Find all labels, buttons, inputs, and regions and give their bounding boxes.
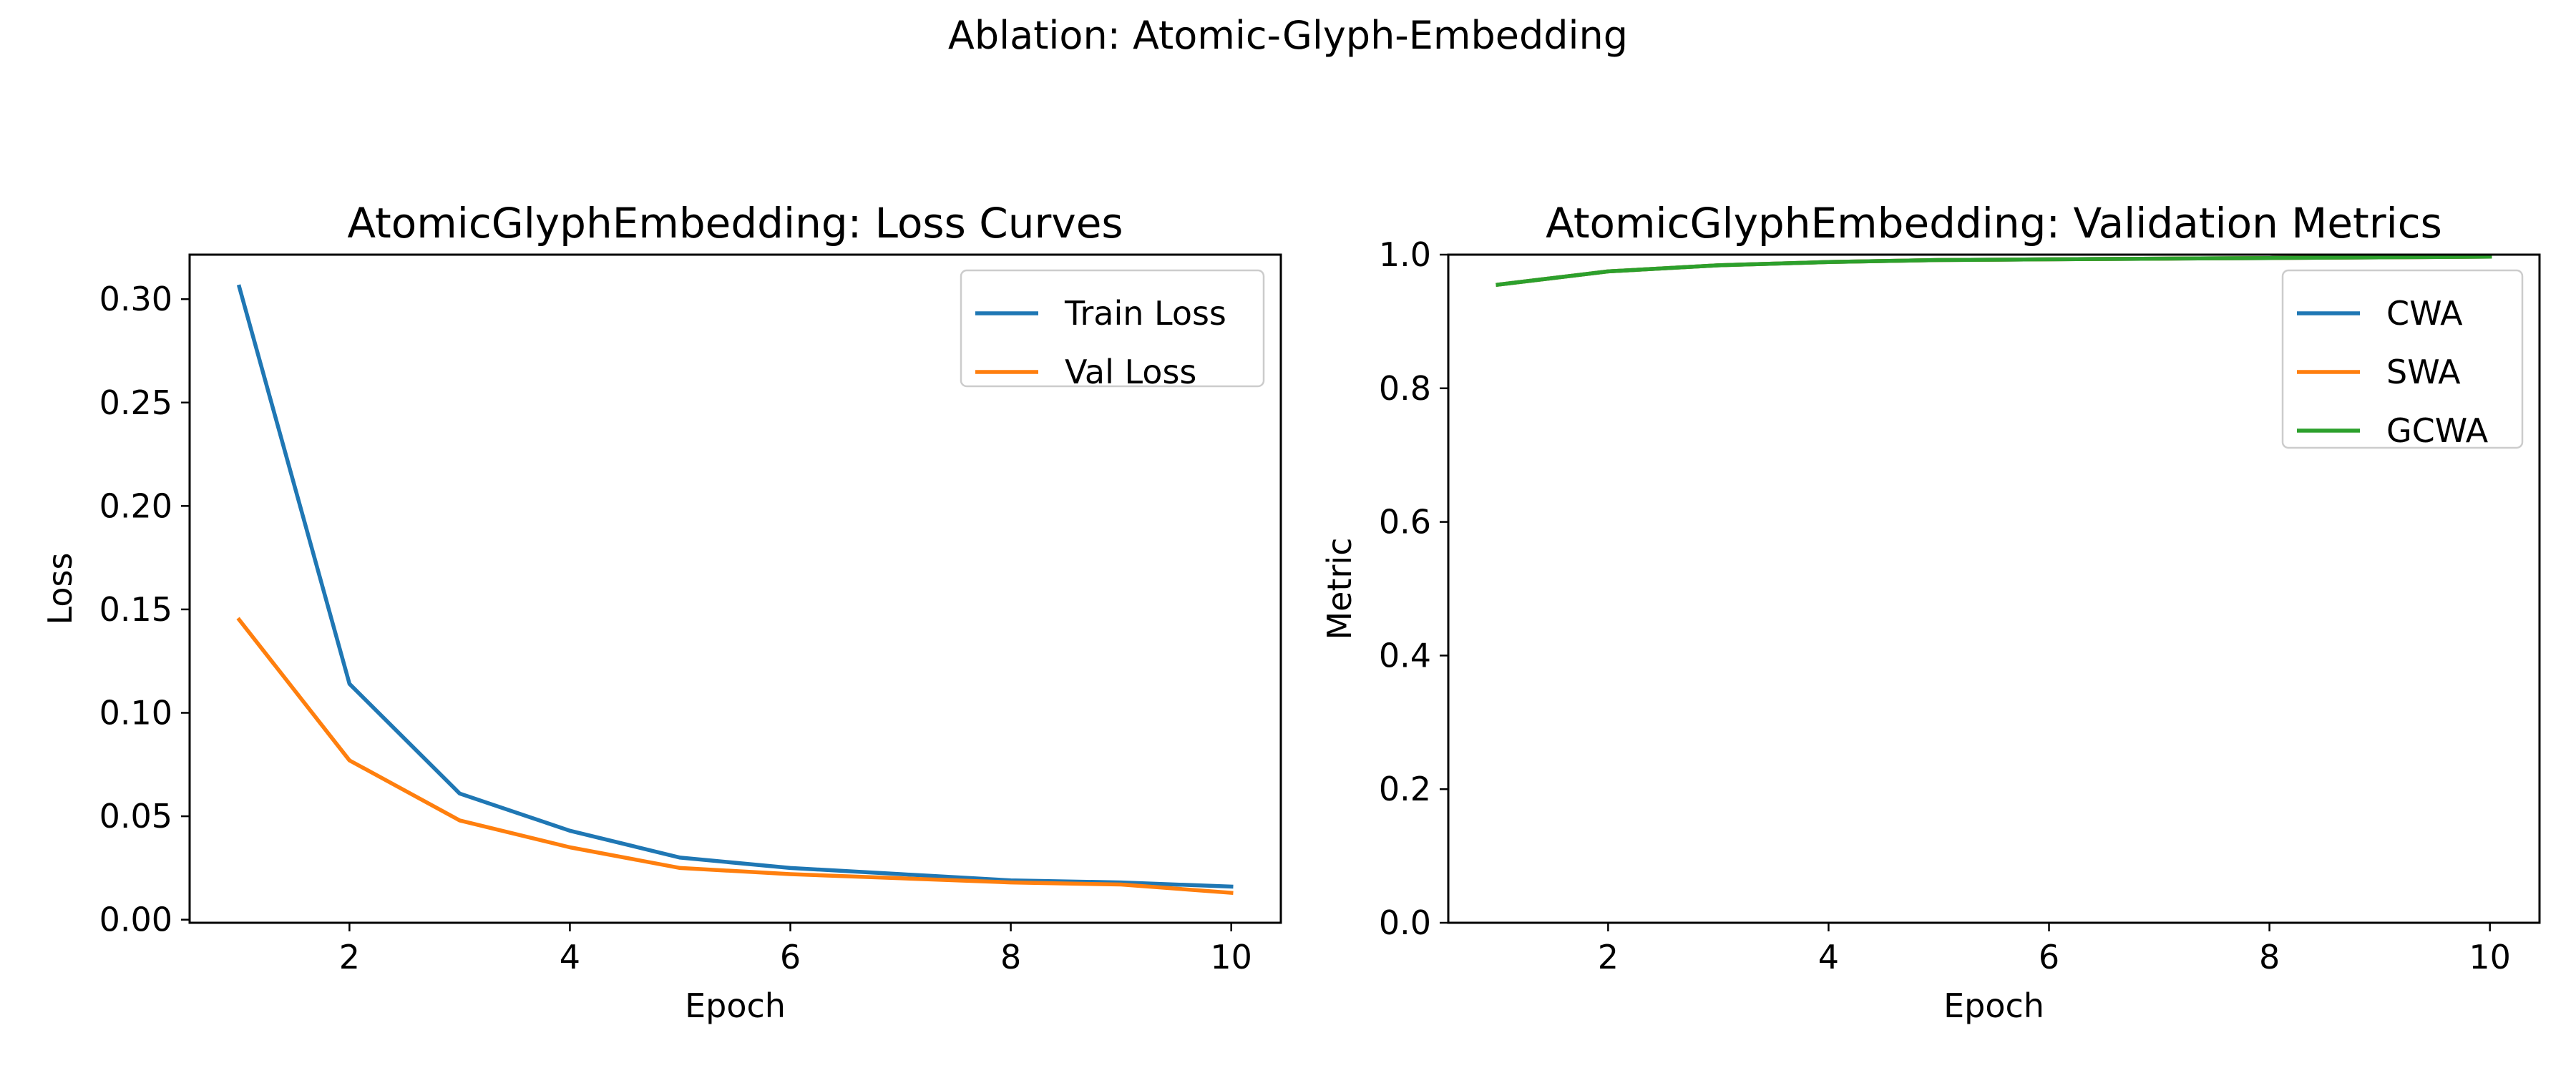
x-tick-label: 2 bbox=[339, 938, 360, 976]
y-tick-label: 0.30 bbox=[99, 280, 172, 318]
y-tick-label: 0.6 bbox=[1379, 503, 1431, 542]
x-axis-label: Epoch bbox=[685, 986, 786, 1025]
legend-label-val-loss: Val Loss bbox=[1065, 353, 1196, 391]
x-tick-label: 6 bbox=[780, 938, 801, 976]
series-line-train-loss bbox=[236, 284, 1234, 889]
y-tick-label: 0.2 bbox=[1379, 770, 1431, 808]
axes-frame bbox=[1447, 253, 2541, 924]
plot-title: AtomicGlyphEmbedding: Loss Curves bbox=[347, 199, 1123, 248]
x-tick-label: 10 bbox=[1210, 938, 1252, 976]
y-tick-label: 1.0 bbox=[1379, 235, 1431, 274]
legend: Train Loss Val Loss bbox=[960, 269, 1265, 391]
y-axis-label: Metric bbox=[1320, 537, 1359, 640]
legend-label-cwa: CWA bbox=[2386, 294, 2463, 333]
y-tick-label: 0.10 bbox=[99, 693, 172, 732]
y-tick-label: 0.20 bbox=[99, 486, 172, 525]
legend-frame bbox=[960, 269, 1265, 388]
validation-metrics-plot: AtomicGlyphEmbedding: Validation Metrics… bbox=[1320, 199, 2541, 1025]
x-tick-label: 2 bbox=[1598, 938, 1619, 976]
series-line-val-loss bbox=[236, 617, 1234, 896]
y-tick-label: 0.05 bbox=[99, 797, 172, 836]
series-line-gcwa bbox=[1496, 255, 2492, 288]
figure-suptitle: Ablation: Atomic-Glyph-Embedding bbox=[948, 13, 1628, 58]
legend-label-swa: SWA bbox=[2386, 353, 2461, 391]
legend-label-train-loss: Train Loss bbox=[1064, 294, 1226, 333]
y-tick-label: 0.15 bbox=[99, 590, 172, 629]
y-tick-label: 0.8 bbox=[1379, 369, 1431, 408]
x-tick-label: 10 bbox=[2469, 938, 2511, 976]
x-tick-label: 4 bbox=[560, 938, 580, 976]
y-tick-label: 0.4 bbox=[1379, 636, 1431, 675]
y-axis-label: Loss bbox=[41, 553, 79, 625]
loss-curves-plot: AtomicGlyphEmbedding: Loss Curves 2 4 6 8 10 0… bbox=[41, 199, 1282, 1025]
legend: CWA SWA GCWA bbox=[2281, 269, 2524, 450]
axes-frame bbox=[188, 253, 1282, 924]
x-axis-label: Epoch bbox=[1943, 986, 2044, 1025]
x-tick-label: 8 bbox=[2259, 938, 2280, 976]
x-tick-label: 6 bbox=[2039, 938, 2059, 976]
x-tick-label: 4 bbox=[1818, 938, 1839, 976]
plot-title: AtomicGlyphEmbedding: Validation Metrics bbox=[1546, 199, 2442, 248]
y-tick-label: 0.00 bbox=[99, 901, 172, 939]
y-tick-label: 0.0 bbox=[1379, 903, 1431, 942]
legend-label-gcwa: GCWA bbox=[2386, 411, 2489, 450]
y-tick-label: 0.25 bbox=[99, 383, 172, 422]
x-tick-label: 8 bbox=[1000, 938, 1021, 976]
